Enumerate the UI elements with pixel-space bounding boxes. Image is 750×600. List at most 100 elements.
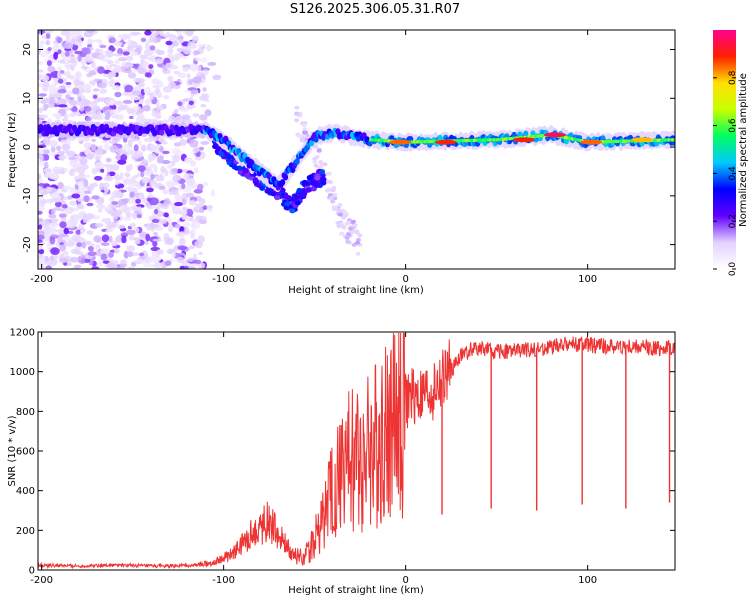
ridge-band — [412, 140, 416, 144]
noise-speckle — [118, 34, 123, 38]
ridge-band — [465, 139, 468, 143]
noise-speckle — [99, 88, 108, 94]
noise-speckle — [64, 70, 71, 75]
noise-speckle — [70, 30, 81, 35]
ridge-band — [564, 135, 567, 139]
noise-speckle — [140, 170, 145, 178]
noise-speckle — [105, 229, 114, 233]
ridge-band — [655, 138, 658, 142]
noise-speckle — [44, 161, 49, 170]
ridge-speck — [312, 159, 318, 164]
noise-speckle — [79, 151, 85, 157]
ridge-band — [673, 138, 675, 142]
noise-speckle — [146, 187, 154, 193]
noise-speckle — [102, 182, 110, 188]
noise-speckle — [112, 53, 123, 57]
noise-speckle — [149, 92, 155, 101]
noise-speckle — [129, 222, 136, 228]
noise-speckle — [48, 213, 57, 219]
noise-speckle — [138, 194, 144, 199]
ridge-speck — [326, 171, 332, 176]
noise-speckle — [176, 31, 183, 36]
noise-speckle — [85, 116, 92, 121]
x-tick-label: -100 — [212, 575, 235, 586]
noise-speckle — [63, 42, 74, 49]
ridge-speck — [313, 163, 319, 168]
noise-speckle — [72, 207, 80, 212]
noise-speckle — [143, 61, 149, 67]
noise-speckle — [127, 186, 132, 192]
ridge-band — [667, 138, 670, 142]
noise-speckle — [65, 241, 75, 247]
ridge-hotspot — [580, 139, 603, 145]
noise-speckle — [202, 182, 208, 187]
noise-speckle — [156, 50, 165, 56]
ridge-band — [514, 136, 517, 140]
noise-speckle — [197, 43, 208, 47]
noise-speckle — [75, 181, 85, 186]
noise-speckle — [147, 153, 157, 161]
y-tick-label: 200 — [16, 526, 35, 537]
noise-speckle — [108, 235, 113, 243]
noise-speckle — [130, 95, 141, 101]
noise-speckle — [118, 113, 124, 121]
noise-speckle — [157, 91, 162, 99]
ridge-band — [576, 138, 579, 142]
noise-speckle — [60, 139, 71, 143]
noise-speckle — [166, 237, 174, 246]
noise-speckle — [149, 45, 156, 51]
noise-speckle — [177, 101, 183, 107]
noise-speckle — [129, 191, 135, 198]
noise-speckle — [122, 51, 130, 56]
noise-speckle — [178, 242, 184, 246]
noise-speckle — [59, 70, 65, 74]
noise-speckle — [143, 104, 151, 112]
noise-speckle — [200, 103, 207, 108]
noise-speckle — [174, 53, 184, 58]
colorbar-ticks: 0.0 0.2 0.4 0.6 0.8 — [713, 70, 738, 276]
noise-speckle — [38, 82, 44, 88]
ridge-band — [656, 138, 659, 142]
noise-speckle — [174, 30, 183, 33]
noise-speckle — [65, 62, 71, 71]
noise-speckle — [194, 156, 203, 161]
noise-speckle — [68, 156, 76, 161]
ridge-hotspot — [631, 137, 654, 143]
noise-speckle — [58, 213, 67, 218]
noise-speckle — [154, 58, 164, 65]
noise-speckle — [113, 212, 119, 220]
noise-speckle — [202, 87, 207, 92]
noise-speckle — [107, 261, 115, 269]
noise-speckle — [47, 47, 52, 52]
noise-speckle — [57, 66, 62, 71]
noise-speckle — [186, 208, 194, 217]
noise-speckle — [63, 227, 69, 235]
ridge-speck — [335, 221, 341, 225]
noise-speckle — [178, 183, 183, 189]
noise-speckle — [143, 86, 151, 95]
noise-speckle — [177, 210, 188, 216]
ridge-band — [618, 139, 621, 143]
noise-speckle — [105, 157, 112, 163]
noise-speckle — [137, 67, 147, 74]
noise-speckle — [47, 65, 56, 73]
noise-speckle — [108, 139, 118, 144]
ridge-core — [313, 136, 319, 143]
ridge-speck — [332, 196, 338, 201]
ridge-band — [473, 138, 476, 142]
ridge-band — [420, 140, 423, 144]
noise-speckle — [125, 55, 134, 62]
noise-speckle — [111, 71, 116, 78]
ridge-speck — [317, 165, 323, 170]
noise-speckle — [92, 88, 100, 92]
ridge-speck — [301, 179, 308, 185]
ridge-speck — [351, 219, 356, 224]
noise-speckle — [198, 251, 203, 256]
ridge-speck — [316, 148, 322, 153]
ridge-speck — [331, 185, 337, 190]
ridge-band — [604, 140, 607, 144]
noise-speckle — [92, 182, 98, 188]
noise-speckle — [156, 155, 164, 164]
noise-speckle — [53, 198, 62, 203]
noise-speckle — [114, 160, 119, 164]
